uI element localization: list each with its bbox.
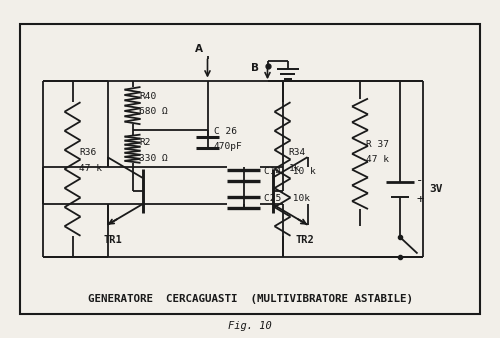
Text: R 37: R 37 xyxy=(366,140,389,149)
Text: 3V: 3V xyxy=(429,184,442,194)
Text: 680 Ω: 680 Ω xyxy=(139,107,168,116)
Text: +: + xyxy=(416,193,424,206)
Text: 330 Ω: 330 Ω xyxy=(139,153,168,163)
Bar xyxy=(20,24,480,314)
Text: C 26: C 26 xyxy=(214,127,237,136)
Text: Fig. 10: Fig. 10 xyxy=(228,321,272,331)
Text: TR2: TR2 xyxy=(296,235,314,245)
Text: 1k: 1k xyxy=(288,164,300,173)
Text: A: A xyxy=(195,44,203,54)
Text: TR1: TR1 xyxy=(103,235,122,245)
Text: 47 k: 47 k xyxy=(79,164,102,173)
Text: 47 k: 47 k xyxy=(366,155,389,164)
Text: R40: R40 xyxy=(139,92,156,101)
Text: C25  10k: C25 10k xyxy=(264,194,310,203)
Text: 470pF: 470pF xyxy=(214,142,243,151)
Text: R36: R36 xyxy=(79,148,96,158)
Text: GENERATORE  CERCAGUASTI  (MULTIVIBRATORE ASTABILE): GENERATORE CERCAGUASTI (MULTIVIBRATORE A… xyxy=(88,294,412,304)
Text: R34: R34 xyxy=(288,148,306,158)
Text: B: B xyxy=(252,63,260,73)
Text: C14  10 k: C14 10 k xyxy=(264,167,316,176)
Text: -: - xyxy=(416,174,424,187)
Text: R2: R2 xyxy=(139,138,150,147)
